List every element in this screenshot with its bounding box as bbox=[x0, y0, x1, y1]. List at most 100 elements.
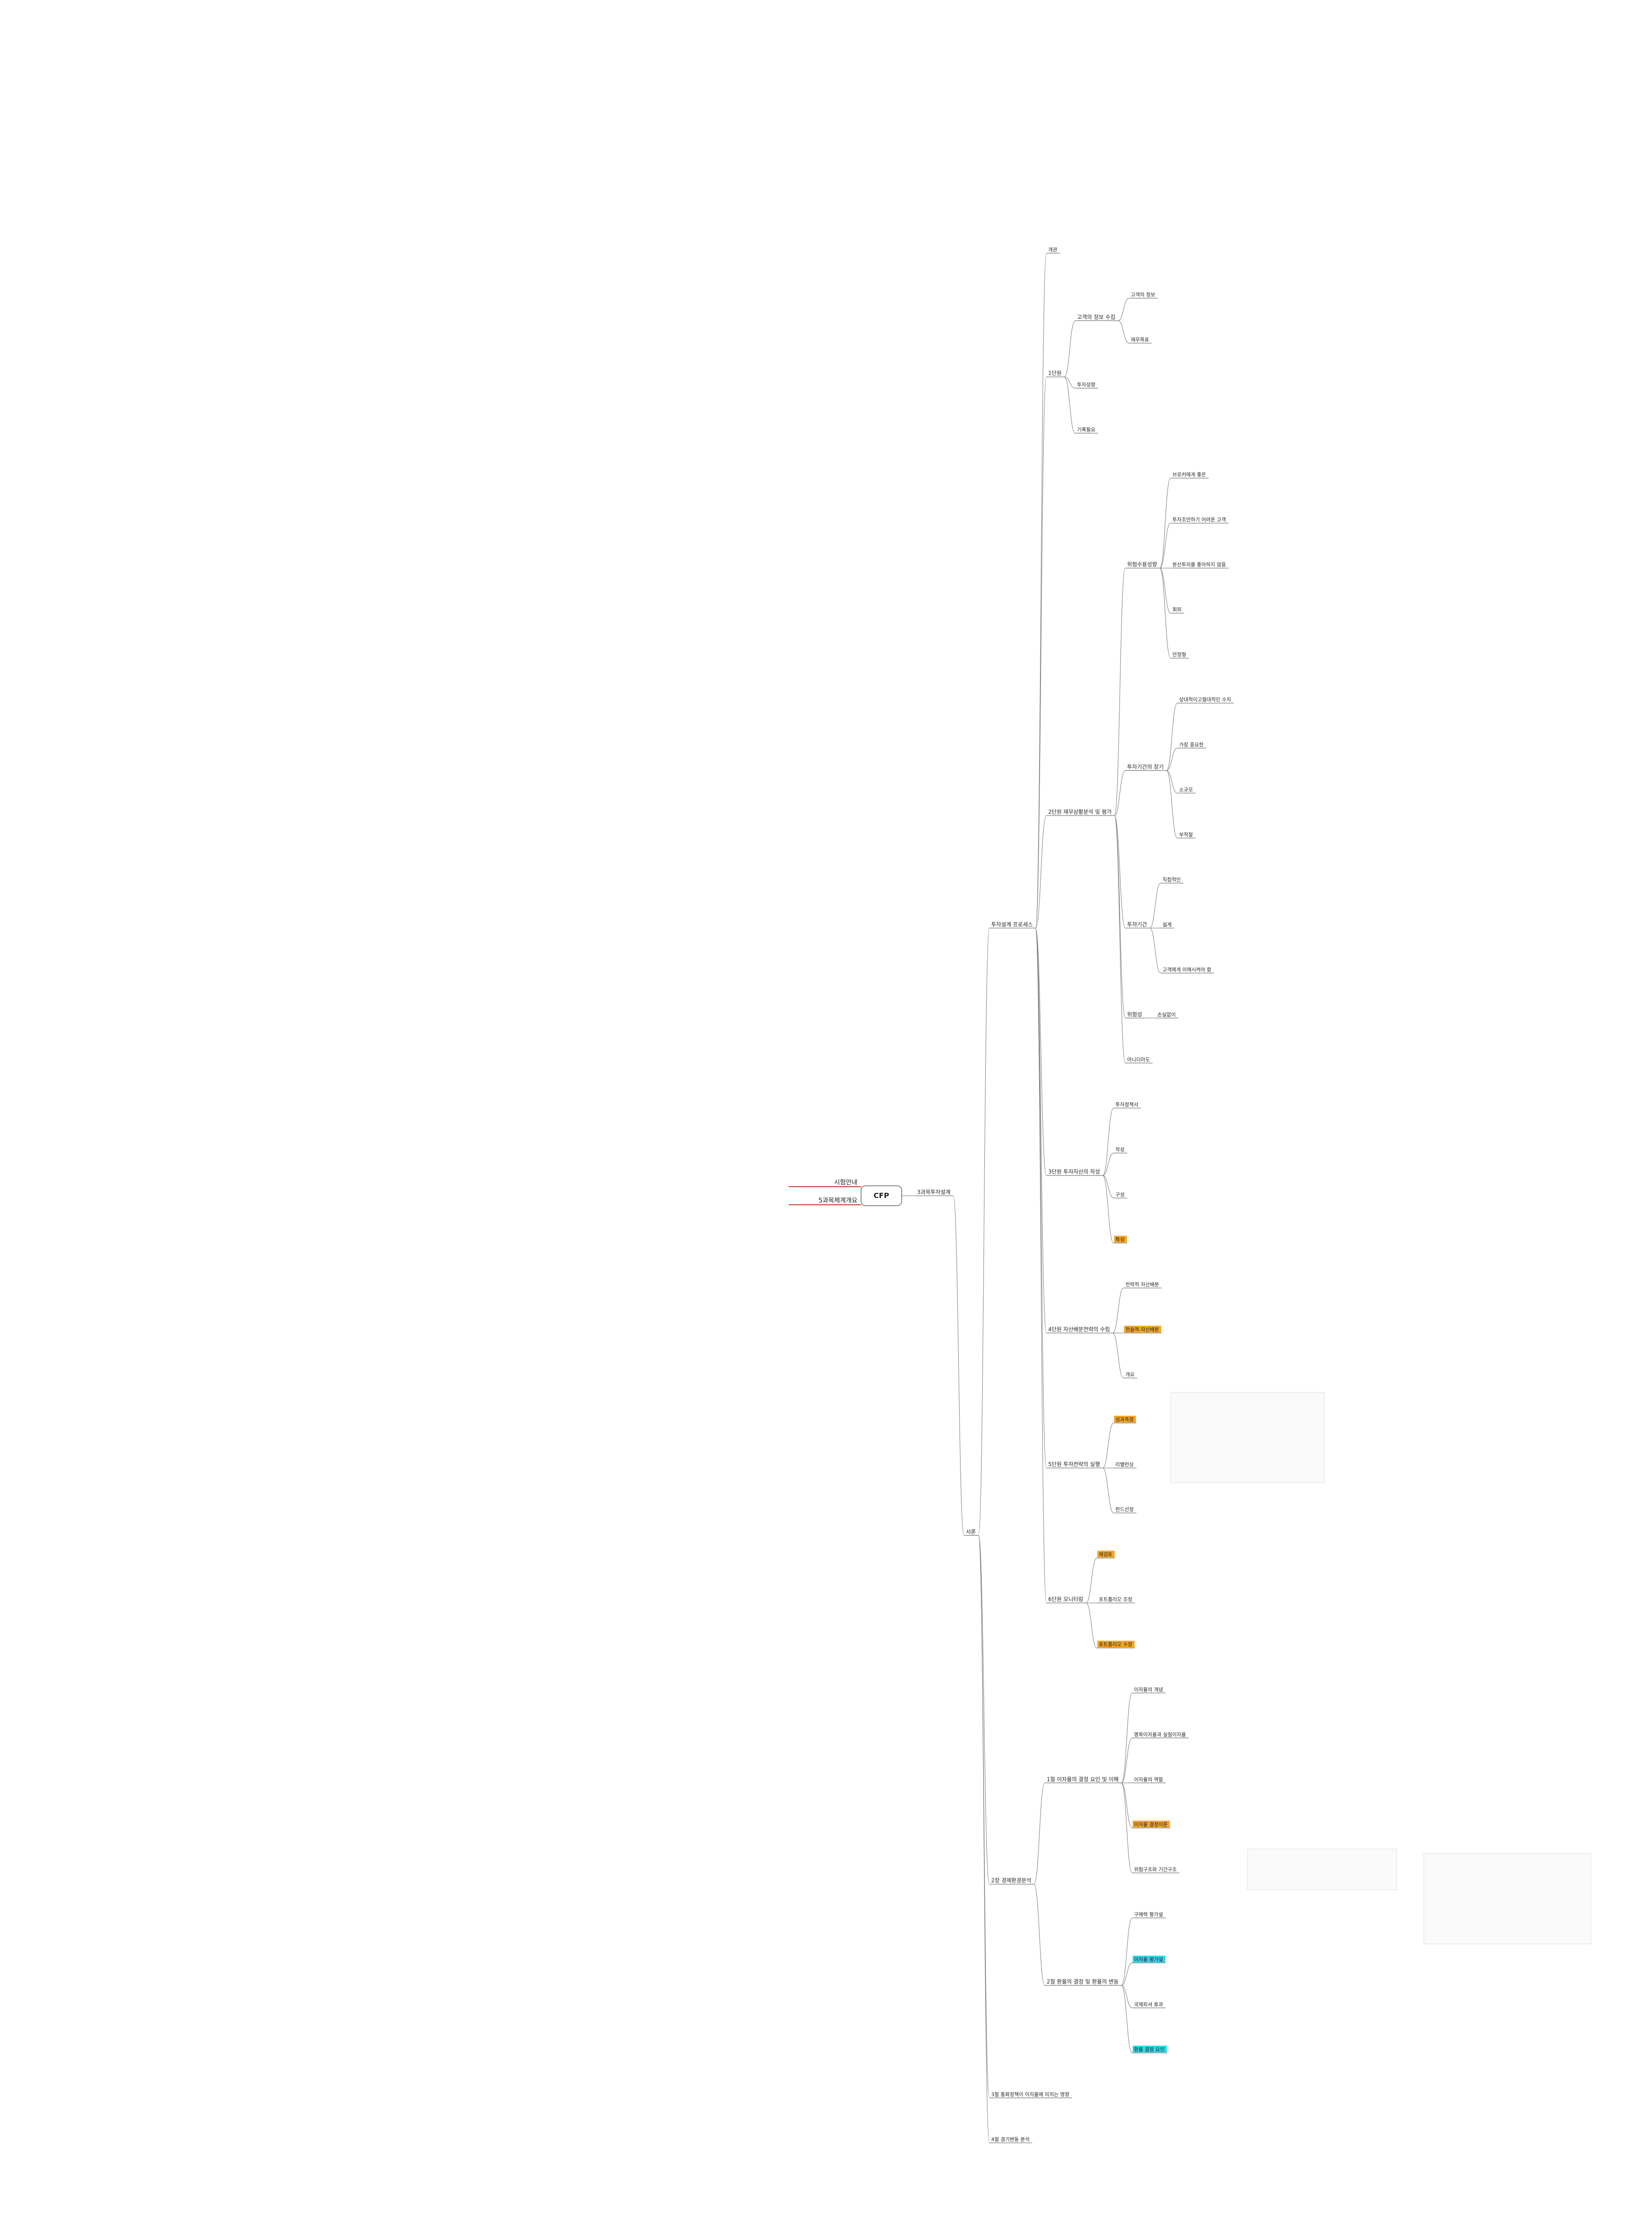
connector bbox=[1114, 815, 1126, 1063]
connector bbox=[1035, 253, 1047, 929]
connector bbox=[1102, 1175, 1114, 1244]
connector bbox=[1114, 815, 1126, 1019]
node-label: 투자기간의 장기 bbox=[1127, 764, 1164, 770]
node-label: 재무목표 bbox=[1131, 337, 1149, 343]
node-label: 개관 bbox=[1048, 247, 1057, 253]
connector bbox=[1166, 770, 1177, 793]
node-label: 고객에게 이해시켜야 함 bbox=[1163, 966, 1211, 972]
node-label: 위험수용성향 bbox=[1127, 561, 1157, 568]
node-label: 특성 bbox=[1115, 1237, 1125, 1243]
connector bbox=[953, 1195, 965, 1536]
node-highlight bbox=[1132, 1955, 1166, 1962]
connector bbox=[1034, 1884, 1045, 1986]
node-label: 국제피셔 효과 bbox=[1134, 2001, 1163, 2007]
node-label: 고객의 정보 bbox=[1131, 292, 1155, 298]
connector bbox=[1064, 377, 1075, 389]
node-label: 서론 bbox=[966, 1528, 976, 1535]
connector bbox=[1102, 1423, 1114, 1468]
node-label: 3과목투자설계 bbox=[917, 1189, 951, 1195]
node-label: 1단원 bbox=[1048, 370, 1062, 377]
connector bbox=[1035, 377, 1047, 929]
node-label: 이자율의 개념 bbox=[1134, 1687, 1163, 1693]
node-label: 재검토 bbox=[1099, 1552, 1112, 1557]
node-label: 1절 이자율의 결정 요인 및 이해 bbox=[1047, 1776, 1119, 1783]
node-label: 2장 경제환경분석 bbox=[991, 1877, 1031, 1884]
node-label: 상대적이고절대적인 수치 bbox=[1179, 697, 1231, 703]
node-highlight bbox=[1114, 1415, 1136, 1423]
connector bbox=[1102, 1152, 1114, 1176]
node-label: 가장 중요한 bbox=[1179, 742, 1204, 748]
connector bbox=[1035, 815, 1047, 929]
left-node: 시험안내 bbox=[834, 1179, 857, 1186]
node-label: 4절 경기변동 분석 bbox=[991, 2137, 1030, 2142]
connector bbox=[978, 928, 990, 1536]
connector bbox=[1114, 815, 1126, 929]
connector bbox=[1086, 1557, 1097, 1604]
node-label: 안정형 bbox=[1172, 652, 1186, 658]
node-label: 2절 환율의 결정 및 환율의 변동 bbox=[1047, 1979, 1119, 1985]
connector bbox=[1159, 523, 1171, 569]
node-label: 성과측정 bbox=[1115, 1417, 1134, 1423]
connector bbox=[1159, 478, 1171, 569]
node-label: 전략적 자산배분 bbox=[1125, 1282, 1159, 1288]
node-highlight bbox=[1114, 1236, 1127, 1243]
node-label: 고객의 정보 수집 bbox=[1077, 314, 1115, 320]
connector bbox=[1035, 928, 1047, 1176]
node-label: 전술적 자산배분 bbox=[1125, 1327, 1159, 1333]
node-label: 부적절 bbox=[1179, 832, 1193, 838]
connector bbox=[1121, 1737, 1133, 1783]
connector bbox=[1064, 320, 1076, 377]
node-label: 이자율 평가설 bbox=[1134, 1957, 1163, 1962]
connector bbox=[1159, 568, 1171, 659]
node-label: 분산투자를 좋아하지 않음 bbox=[1172, 561, 1226, 568]
node-label: 투자설계 프로세스 bbox=[991, 921, 1033, 928]
connector bbox=[1121, 1783, 1133, 1828]
connector bbox=[1159, 568, 1171, 613]
connector bbox=[1114, 568, 1126, 816]
connector bbox=[1149, 882, 1161, 929]
connector bbox=[1102, 1467, 1114, 1514]
connector bbox=[978, 1535, 990, 1885]
connector bbox=[1035, 928, 1047, 1604]
connector bbox=[1034, 1783, 1045, 1885]
connector bbox=[1112, 1333, 1124, 1378]
node-highlight bbox=[1124, 1325, 1162, 1333]
node-label: 개요 bbox=[1125, 1372, 1134, 1377]
connector bbox=[1064, 377, 1076, 434]
node-label: 5단원 투자전략의 실행 bbox=[1048, 1461, 1100, 1467]
connector bbox=[1114, 770, 1125, 816]
node-label: 3단원 투자자산의 작성 bbox=[1048, 1169, 1100, 1175]
node-highlight bbox=[1132, 2045, 1167, 2052]
node-label: 투자조언하기 어려운 고객 bbox=[1172, 516, 1226, 523]
connector bbox=[978, 1535, 990, 2143]
chart-panel bbox=[1170, 1392, 1325, 1483]
connector bbox=[1118, 298, 1129, 321]
root-label: CFP bbox=[874, 1191, 890, 1200]
node-label: 이자율의 역할 bbox=[1134, 1777, 1163, 1783]
node-label: 기록필요 bbox=[1077, 427, 1095, 433]
node-label: 위험구조와 기간구조 bbox=[1134, 1867, 1177, 1873]
connector bbox=[1035, 928, 1047, 1468]
node-label: 투자정책서 bbox=[1115, 1102, 1139, 1108]
node-label: 소규모 bbox=[1179, 787, 1193, 792]
node-label: 6단원 모니터링 bbox=[1048, 1596, 1083, 1603]
node-label: 포트폴리오 수정 bbox=[1099, 1642, 1132, 1647]
node-label: 3절 통화정책이 이자율에 미치는 영향 bbox=[991, 2091, 1069, 2097]
connector bbox=[1121, 1917, 1133, 1986]
node-label: 포트폴리오 조정 bbox=[1099, 1597, 1132, 1603]
connector bbox=[1149, 928, 1161, 973]
connector bbox=[1102, 1108, 1114, 1176]
node-label: 회피 bbox=[1172, 607, 1181, 613]
connector bbox=[1121, 1693, 1133, 1783]
node-label: 위험성 bbox=[1127, 1011, 1142, 1018]
node-label: 환율 결정 요인 bbox=[1134, 2047, 1165, 2052]
node-highlight bbox=[1097, 1551, 1115, 1558]
connector bbox=[1118, 320, 1129, 344]
connector bbox=[1035, 928, 1047, 1334]
node-label: 작성 bbox=[1115, 1146, 1125, 1152]
node-label: 손실없이 bbox=[1158, 1012, 1176, 1018]
node-label: 투자성향 bbox=[1077, 382, 1095, 388]
node-highlight bbox=[1132, 1821, 1170, 1828]
connector bbox=[1102, 1175, 1114, 1198]
